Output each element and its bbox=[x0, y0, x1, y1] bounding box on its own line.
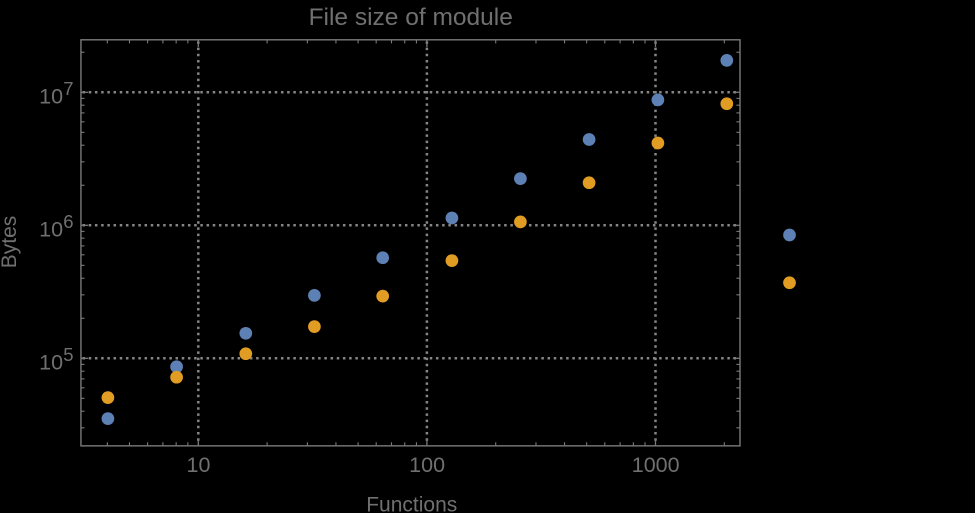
svg-text:File size of module: File size of module bbox=[309, 4, 513, 31]
svg-text:6: 6 bbox=[63, 211, 73, 232]
svg-text:Bytes: Bytes bbox=[0, 216, 21, 269]
svg-text:5: 5 bbox=[63, 344, 73, 365]
svg-text:10: 10 bbox=[39, 217, 63, 241]
svg-text:1000: 1000 bbox=[632, 453, 680, 477]
svg-text:7: 7 bbox=[63, 78, 73, 99]
svg-text:10: 10 bbox=[39, 84, 63, 108]
svg-text:10: 10 bbox=[39, 350, 63, 374]
svg-text:10: 10 bbox=[187, 453, 211, 477]
svg-text:Functions: Functions bbox=[366, 493, 457, 513]
svg-text:100: 100 bbox=[409, 453, 445, 477]
